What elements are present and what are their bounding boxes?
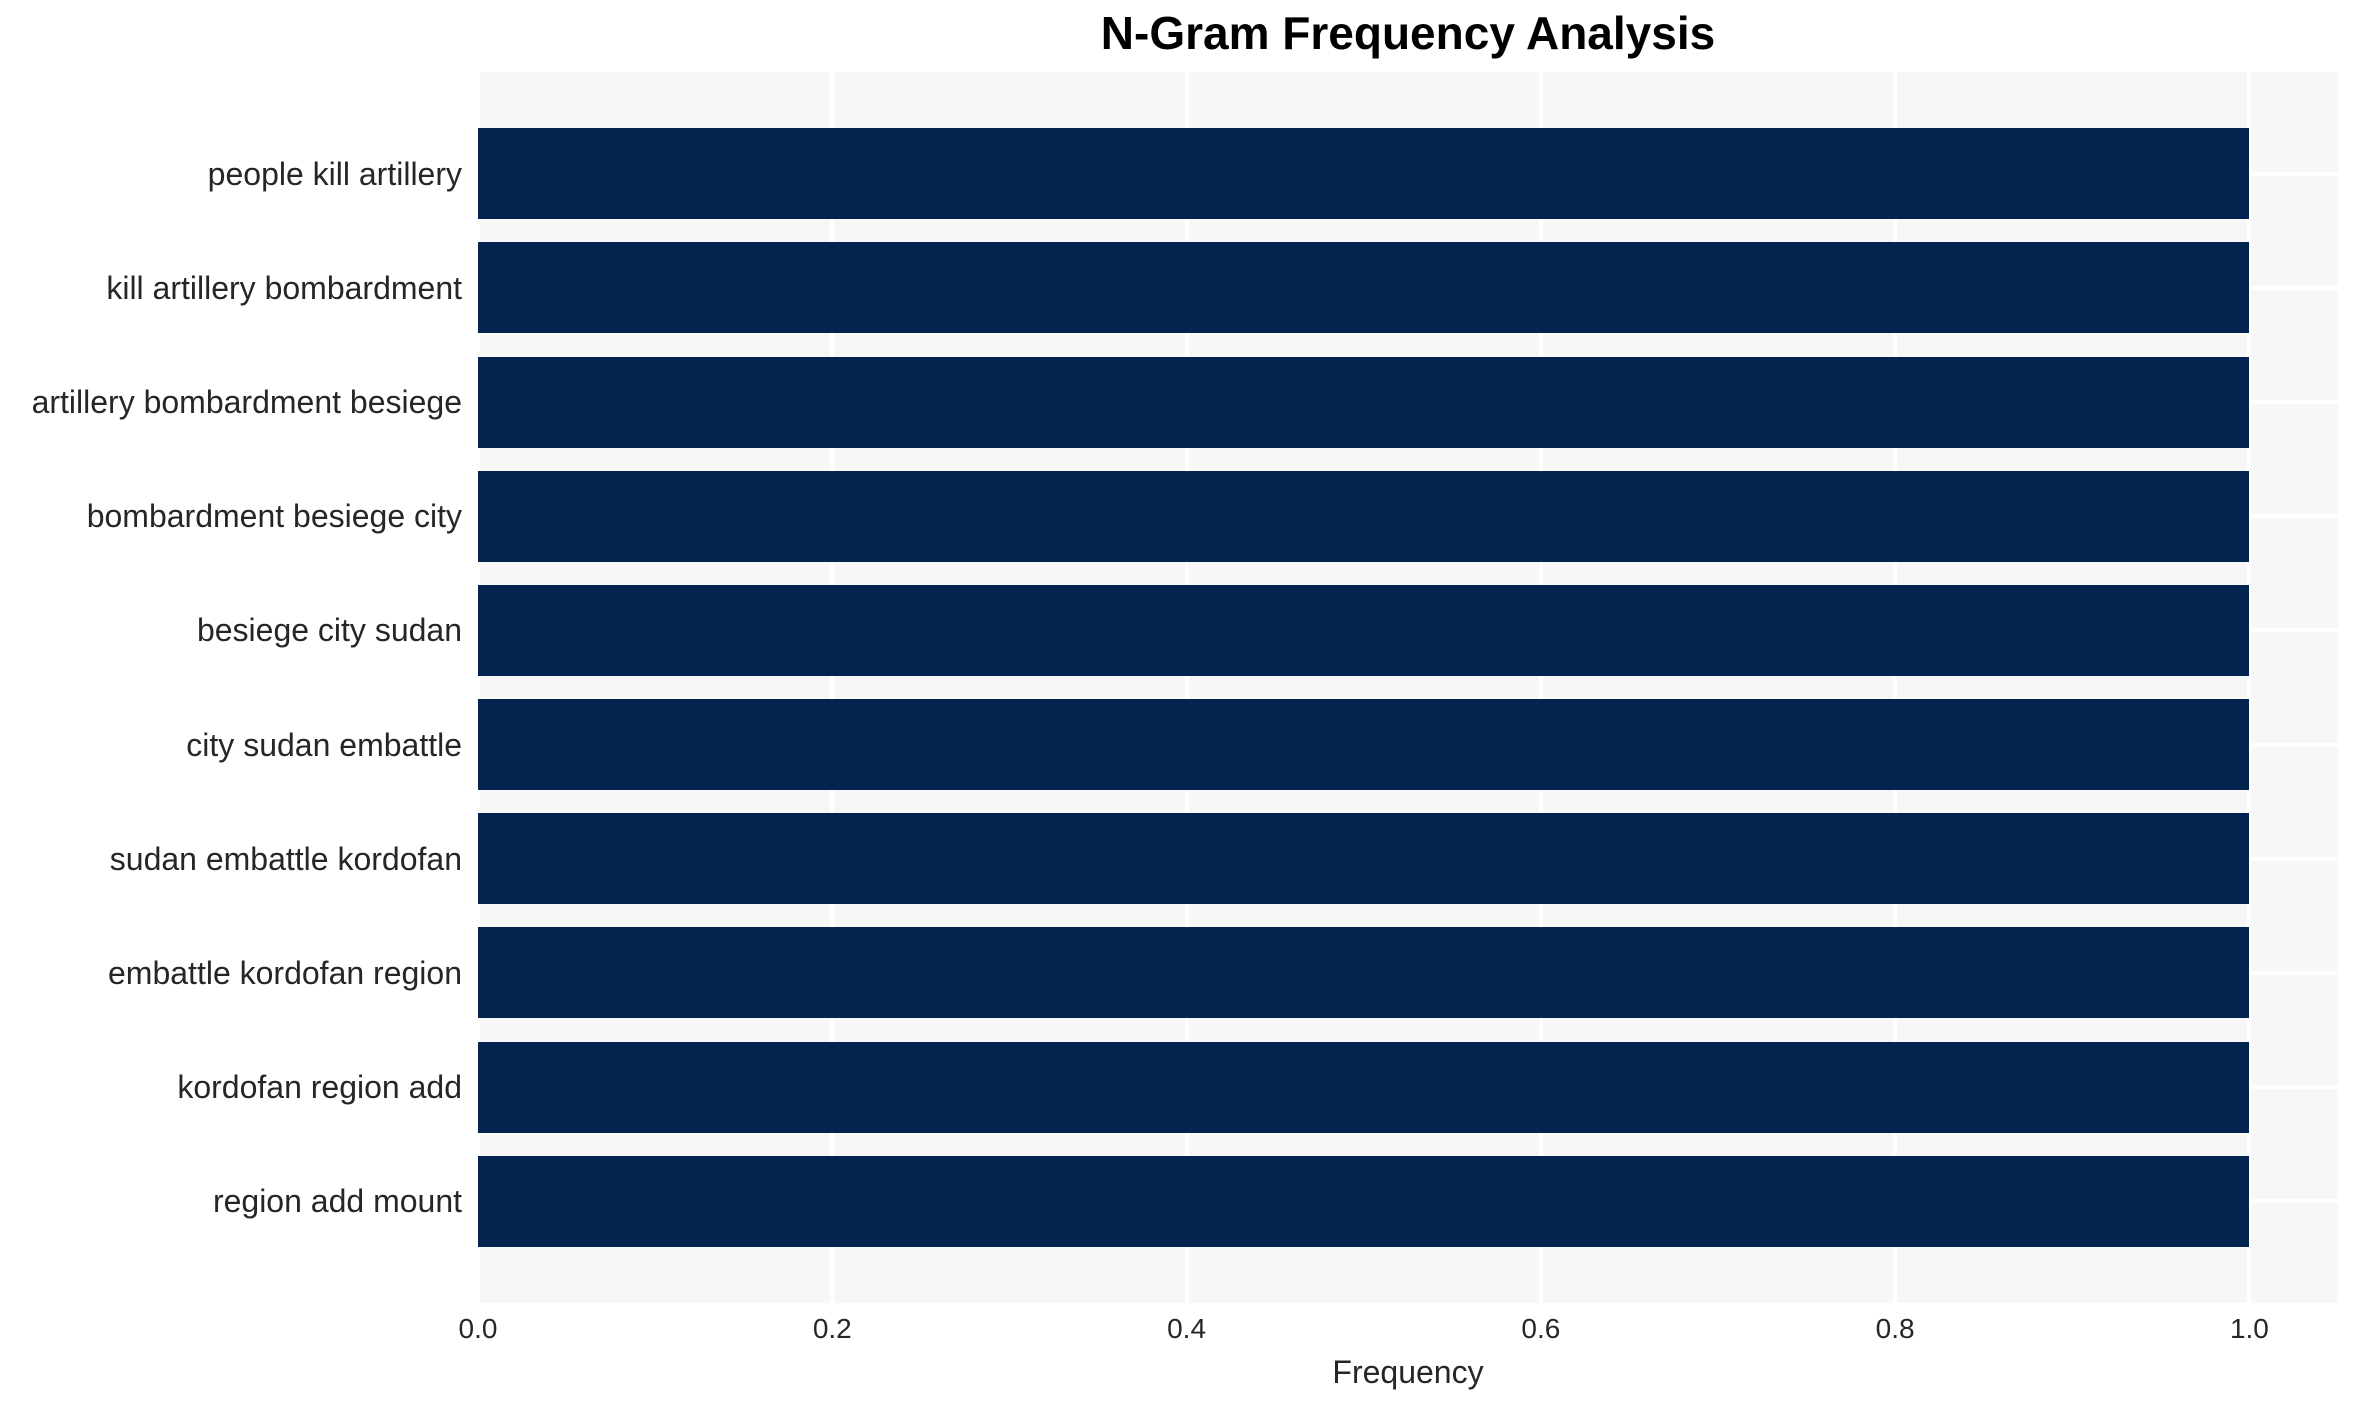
bar [478, 813, 2250, 905]
y-axis-label: kordofan region add [177, 1069, 462, 1106]
gridline-vertical [478, 72, 480, 1303]
x-tick-label: 0.4 [1167, 1313, 1207, 1344]
bar [478, 128, 2250, 220]
gridline-vertical [1893, 72, 1898, 1303]
bar [478, 1041, 2250, 1133]
bar [478, 927, 2250, 1019]
bar [478, 242, 2250, 334]
bar [478, 470, 2250, 562]
y-axis-label: kill artillery bombardment [106, 269, 462, 306]
y-axis-label: besiege city sudan [196, 612, 462, 649]
x-tick-label: 1.0 [2229, 1313, 2269, 1344]
y-axis-label: people kill artillery [207, 155, 462, 192]
y-axis-label: sudan embattle kordofan [109, 840, 462, 877]
y-axis-label: city sudan embattle [186, 726, 462, 763]
y-axis-label: embattle kordofan region [108, 954, 462, 991]
y-axis-label: bombardment besiege city [86, 498, 462, 535]
gridline-vertical [830, 72, 835, 1303]
plot-area [478, 72, 2338, 1303]
bar [478, 356, 2250, 448]
y-axis-label: artillery bombardment besiege [31, 384, 462, 421]
chart-title: N-Gram Frequency Analysis [1100, 7, 1716, 59]
bar [478, 584, 2250, 676]
x-tick-label: 0.8 [1875, 1313, 1915, 1344]
x-tick-label: 0.6 [1521, 1313, 1561, 1344]
gridline-vertical [1538, 72, 1543, 1303]
x-axis-title: Frequency [1332, 1354, 1484, 1390]
bar [478, 1155, 2250, 1247]
y-axis-label: region add mount [212, 1183, 462, 1220]
x-tick-label: 0.2 [812, 1313, 852, 1344]
gridline-vertical [1184, 72, 1189, 1303]
gridline-vertical [2247, 72, 2252, 1303]
x-tick-label: 0.0 [458, 1313, 498, 1344]
bar [478, 699, 2250, 791]
